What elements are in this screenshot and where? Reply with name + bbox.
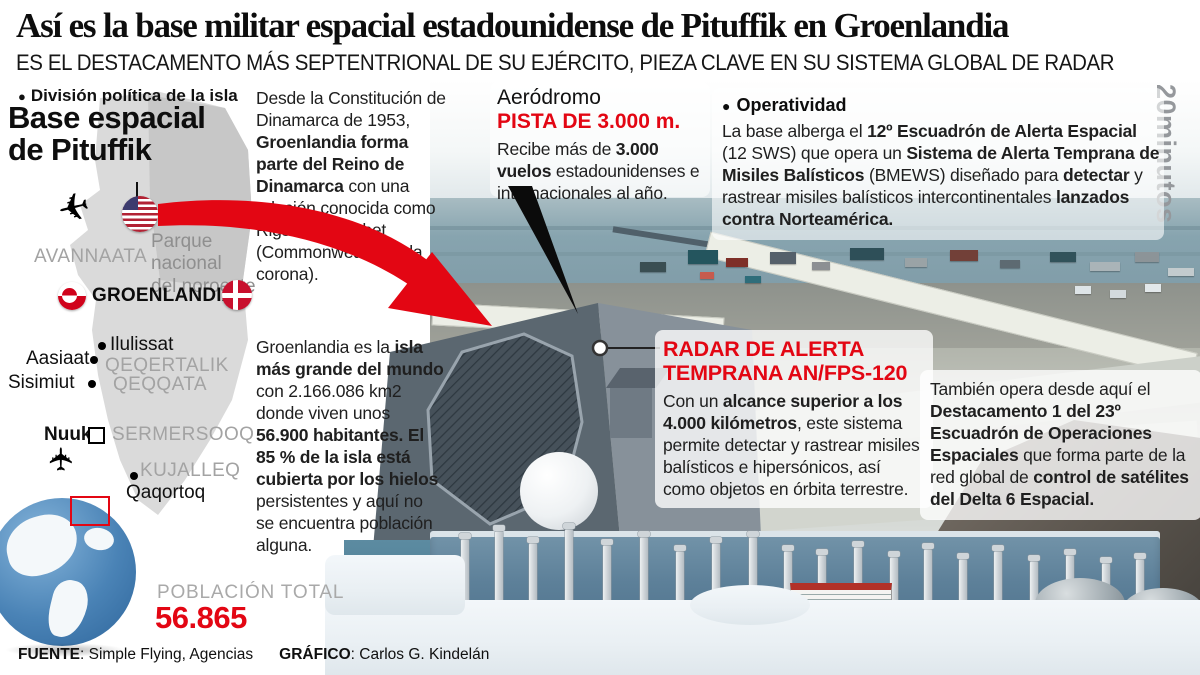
photo-town-building [726, 258, 748, 267]
photo-pipe [563, 523, 575, 609]
page-subtitle: ES EL DESTACAMENTO MÁS SEPTENTRIONAL DE … [16, 50, 1115, 75]
photo-town-building [1168, 268, 1194, 276]
city-dot-icon [88, 380, 96, 388]
map-title: Base espacial de Pituffik [8, 100, 206, 167]
photo-town-building [700, 272, 714, 279]
photo-town-building [1110, 290, 1126, 298]
photo-pipe [747, 531, 759, 609]
greenland-flag-icon [58, 282, 86, 310]
city-dot-icon [90, 356, 98, 364]
us-flag-icon [122, 196, 158, 232]
map-kicker: ● División política de la isla [18, 86, 238, 105]
photo-pipe [459, 533, 471, 609]
photo-town-building [1000, 260, 1020, 268]
photo-town-building [850, 248, 884, 260]
region-label: AVANNAATA [34, 246, 148, 267]
population-value: 56.865 [155, 600, 247, 635]
photo-town-building [688, 250, 718, 264]
globe-shadow [5, 643, 125, 657]
photo-town-building [1135, 252, 1159, 262]
photo-pipe [1028, 555, 1040, 609]
photo-radome [520, 452, 598, 530]
arrow-to-radar [158, 200, 492, 326]
credit-label: GRÁFICO [279, 646, 351, 663]
photo-pipe [992, 545, 1004, 609]
denmark-flag-icon [222, 280, 252, 310]
operations-scrim [712, 88, 1164, 240]
city-dot-icon [130, 472, 138, 480]
photo-pipe [638, 531, 650, 609]
page-title: Así es la base militar espacial estadoun… [16, 6, 1009, 45]
photo-chimney-pipes [455, 515, 1155, 625]
photo-town-building [1075, 286, 1091, 294]
photo-pipe [852, 541, 864, 609]
region-label: KUJALLEQ [140, 460, 241, 481]
photo-pipe [1134, 553, 1146, 609]
region-label: QEQERTALIK [105, 355, 229, 376]
city-label-ilulissat: Ilulissat [110, 334, 174, 355]
photo-town-building [905, 258, 927, 267]
island-paragraph: Groenlandia es la isla más grande del mu… [256, 337, 444, 556]
city-label-nuuk: Nuuk [44, 424, 92, 445]
aerodrome-highlight: PISTA DE 3.000 m. [497, 110, 681, 133]
title-leader-line [136, 182, 138, 208]
aerodrome-pointer-wedge [508, 186, 578, 314]
photo-town-building [770, 252, 796, 264]
credit-text: : Carlos G. Kindelán [350, 646, 490, 663]
photo-snow-drift [690, 585, 810, 625]
greenland-map [70, 92, 252, 515]
photo-town-building [640, 262, 666, 272]
aerodrome-scrim [490, 82, 710, 197]
photo-town-building [812, 262, 830, 270]
denmark-paragraph: Desde la Constitución de Dinamarca de 19… [256, 88, 446, 285]
radar-body: Con un alcance superior a los 4.000 kiló… [663, 391, 920, 500]
photo-pipe [957, 553, 969, 609]
photo-town-building [950, 250, 978, 261]
city-label-aasiaat: Aasiaat [26, 348, 90, 369]
radar-callout-dot [591, 339, 609, 357]
photo-town-building [1145, 284, 1161, 292]
map-locator-rect [70, 496, 110, 526]
country-label: GROENLANDIA [92, 285, 236, 306]
city-label-sisimiut: Sisimiut [8, 372, 75, 393]
credits-line: FUENTE: Simple Flying, Agencias GRÁFICO: … [18, 646, 489, 664]
globe-icon [0, 498, 136, 646]
population-label: POBLACIÓN TOTAL [157, 582, 345, 603]
region-label: SERMERSOOQ [112, 424, 255, 445]
photo-pipe [710, 537, 722, 609]
operations-title: ● Operatividad [722, 95, 847, 115]
radar-scrim [655, 330, 933, 508]
source-text: : Simple Flying, Agencias [80, 646, 254, 663]
photo-pipe [816, 549, 828, 609]
source-label: FUENTE [18, 646, 80, 663]
photo-pipe [674, 545, 686, 609]
bullet-icon: ● [18, 89, 26, 104]
aerodrome-body: Recibe más de 3.000 vuelos estadounidens… [497, 139, 700, 204]
photo-pipe [782, 545, 794, 609]
photo-town-building [1050, 252, 1076, 262]
nuuk-square-marker [88, 427, 105, 444]
photo-pipe [493, 525, 505, 609]
photo-town-building [745, 276, 761, 283]
photo-snow-drift [325, 555, 465, 615]
photo-town-building [1090, 262, 1120, 271]
aerodrome-title: Aeródromo [497, 86, 601, 109]
photo-pipe [888, 551, 900, 609]
city-label-qaqortoq: Qaqortoq [126, 482, 206, 503]
region-label: QEQQATA [113, 374, 207, 395]
photo-pipe [922, 543, 934, 609]
bullet-icon: ● [722, 98, 731, 114]
delta-body: También opera desde aquí el Destacamento… [930, 379, 1189, 510]
delta-scrim [920, 370, 1200, 520]
city-dot-icon [98, 342, 106, 350]
plane-icon: ✈ [43, 445, 80, 473]
photo-pipe [601, 539, 613, 609]
radar-title: RADAR DE ALERTA TEMPRANA AN/FPS-120 [663, 337, 908, 385]
operations-body: La base alberga el 12º Escuadrón de Aler… [722, 121, 1160, 230]
photo-pipe [527, 537, 539, 609]
